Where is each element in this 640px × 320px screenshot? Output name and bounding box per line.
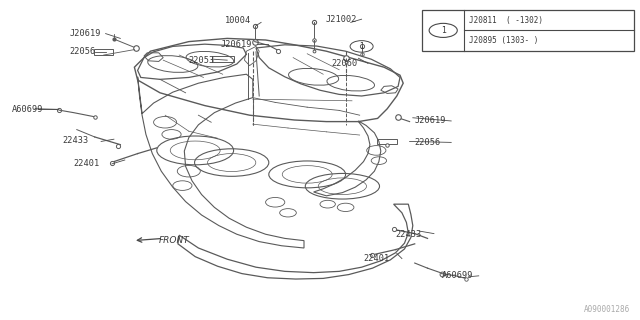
Text: J20811  ( -1302): J20811 ( -1302) [469, 15, 543, 25]
Text: J20619: J20619 [69, 29, 100, 38]
Text: 22056: 22056 [415, 138, 441, 147]
Bar [94, 49, 113, 55]
Bar [377, 139, 397, 144]
Text: 22401: 22401 [74, 159, 100, 168]
Text: 22060: 22060 [332, 59, 358, 68]
Text: 22056: 22056 [69, 47, 95, 56]
Text: A60699: A60699 [442, 271, 473, 280]
Text: 1: 1 [359, 42, 364, 51]
Bar [211, 56, 234, 62]
Text: J20895 (1303- ): J20895 (1303- ) [469, 36, 538, 45]
Bar [422, 10, 634, 51]
Text: 22401: 22401 [364, 254, 390, 263]
Text: 22053: 22053 [189, 56, 215, 65]
Text: J20619: J20619 [221, 40, 252, 49]
Text: A090001286: A090001286 [584, 305, 630, 314]
Text: 22433: 22433 [63, 136, 89, 145]
Text: 10004: 10004 [225, 16, 252, 25]
Text: J20619: J20619 [415, 116, 446, 125]
Text: FRONT: FRONT [159, 236, 189, 245]
Text: 1: 1 [441, 26, 445, 35]
Text: J21002: J21002 [325, 15, 356, 24]
Text: A60699: A60699 [12, 105, 43, 114]
Text: 22433: 22433 [396, 230, 422, 239]
